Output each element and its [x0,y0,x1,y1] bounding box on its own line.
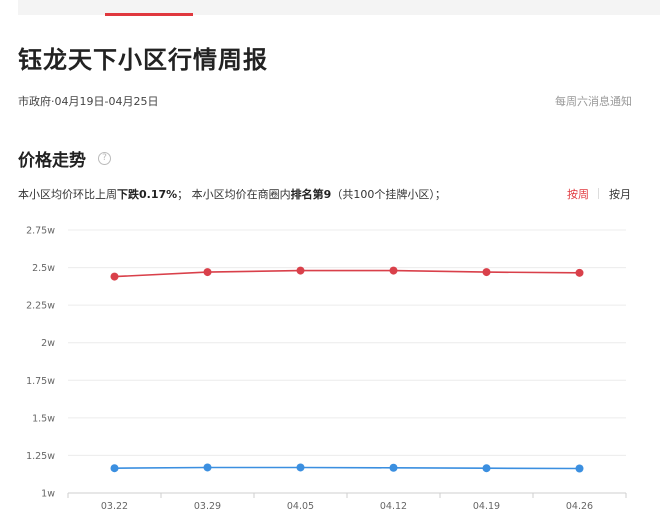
data-point [296,463,305,472]
data-point [575,268,584,277]
data-point [110,464,119,473]
data-point [482,464,491,473]
y-tick-label: 1w [41,489,55,500]
toggle-divider [598,188,599,199]
y-tick-label: 2.75w [26,226,55,237]
y-tick-label: 1.75w [26,376,55,387]
x-tick-label: 04.19 [473,501,500,512]
x-tick-label: 03.29 [194,501,221,512]
data-point [482,268,491,277]
data-point [203,463,212,472]
x-tick-label: 03.22 [101,501,128,512]
y-tick-label: 2.25w [26,301,55,312]
chart-axes: 1w 1.25w 1.5w 1.75w 2w 2.25w 2.5w 2.75w 03.22 03.… [26,226,627,512]
data-point [110,272,119,281]
series-line [114,466,580,470]
data-point [575,464,584,473]
summary-text-3: （共100个挂牌小区）； [331,188,446,201]
toggle-by-month[interactable]: 按月 [609,188,631,201]
price-trend-chart: 1w 1.25w 1.5w 1.75w 2w 2.25w 2.5w 2.75w 03.22 03.… [26,226,627,512]
data-point [389,463,398,472]
y-tick-label: 2.5w [32,263,55,274]
district-rank: 排名第9 [290,188,332,201]
price-summary: 本小区均价环比上周下跌0.17%； 本小区均价在商圈内排名第9（共100个挂牌小… [18,186,446,202]
question-circle-icon[interactable]: ? [98,152,111,165]
y-tick-label: 1.5w [32,413,55,424]
data-point [203,268,212,277]
chart-grid [68,229,626,494]
section-title: 价格走势 [18,151,86,171]
series-line [114,269,580,278]
y-tick-label: 1.25w [26,451,55,462]
x-tick-label: 04.05 [287,501,314,512]
page-title: 钰龙天下小区行情周报 [18,46,268,74]
summary-text-2: ； 本小区均价在商圈内 [177,188,291,201]
summary-text-1: 本小区均价环比上周 [18,188,117,201]
data-point [389,266,398,275]
x-tick-label: 04.12 [380,501,407,512]
toggle-by-week[interactable]: 按周 [567,188,589,201]
x-tick-label: 04.26 [566,501,593,512]
top-tab-bar [18,0,660,15]
weekly-change: 下跌0.17% [117,188,178,201]
chart-series [110,266,584,473]
location-date-range: 市政府·04月19日-04月25日 [18,95,159,108]
data-point [296,266,305,275]
active-tab-indicator [105,13,193,16]
y-tick-label: 2w [41,338,55,349]
notification-schedule[interactable]: 每周六消息通知 [555,95,632,108]
